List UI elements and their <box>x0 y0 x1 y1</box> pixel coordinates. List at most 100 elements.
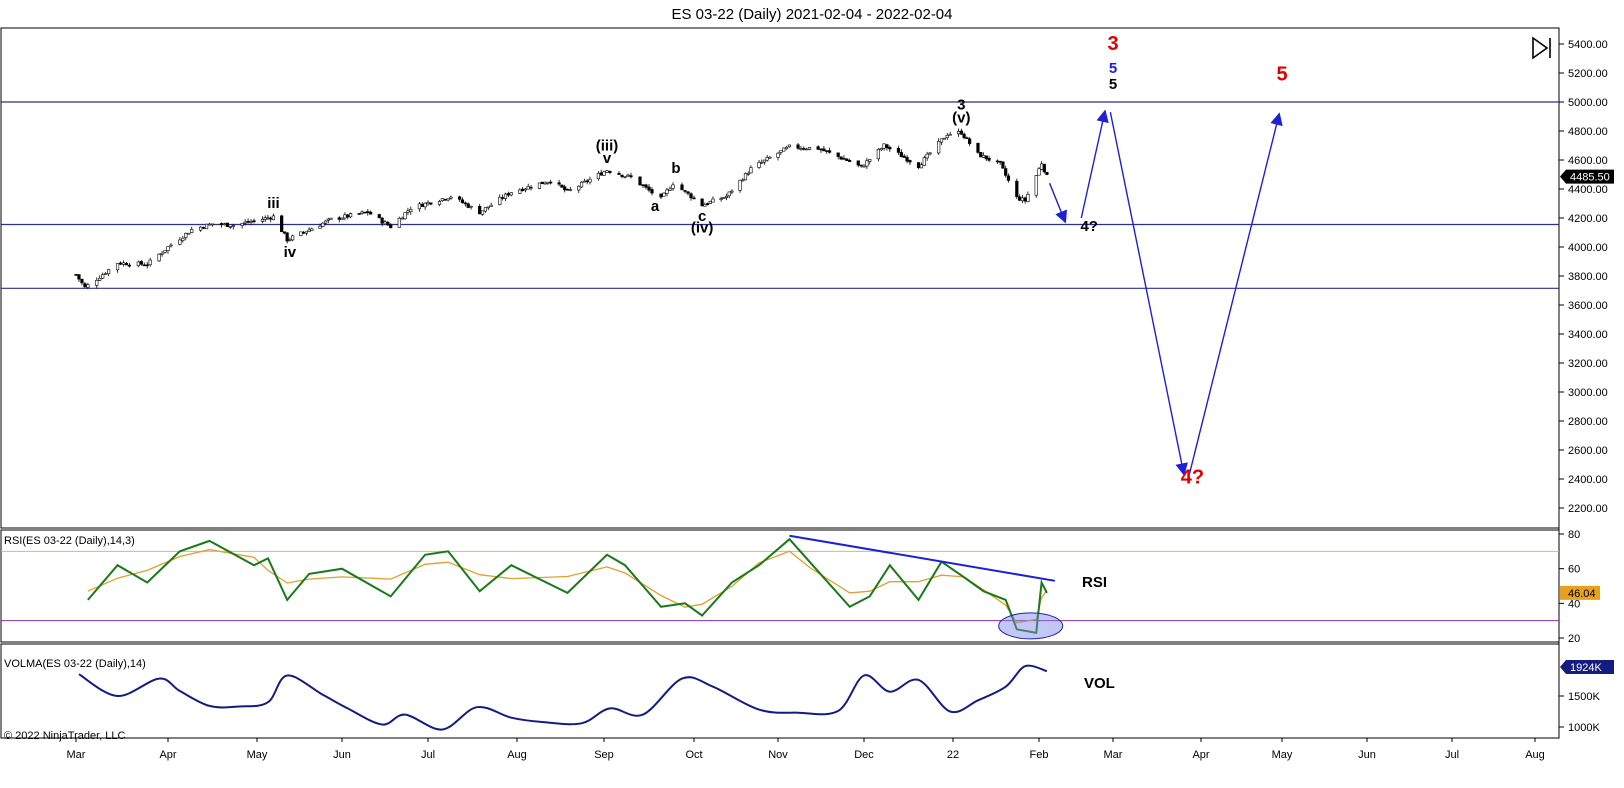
x-tick-label: Aug <box>507 749 527 761</box>
candle-body <box>160 252 164 255</box>
candle-body <box>83 283 87 288</box>
candle-body <box>501 197 505 199</box>
candle-body <box>225 222 229 227</box>
candle-body <box>383 221 387 224</box>
candle-body <box>340 217 344 220</box>
candle-body <box>782 147 786 152</box>
candle-body <box>366 211 370 214</box>
candle-body <box>928 152 932 155</box>
candle-body <box>400 217 404 220</box>
candle-body <box>263 217 267 220</box>
candle-body <box>202 227 206 229</box>
candle-body <box>641 184 645 187</box>
price-y-tick-label: 4600.00 <box>1568 155 1608 167</box>
last-price-marker <box>1560 169 1614 184</box>
candle-body <box>207 223 212 226</box>
candle-body <box>845 158 849 161</box>
candle-body <box>377 214 381 219</box>
candle-body <box>825 150 829 152</box>
rsi-trendline <box>789 534 1056 582</box>
wave-label: c <box>698 208 706 225</box>
candle-body <box>360 211 364 214</box>
price-y-tick-label: 3600.00 <box>1568 300 1608 312</box>
price-y-tick-label: 4400.00 <box>1568 184 1608 196</box>
candle-body <box>1040 163 1044 170</box>
candle-body <box>981 155 986 158</box>
candle-body <box>668 188 672 191</box>
price-y-tick-label: 5400.00 <box>1568 39 1608 51</box>
candle-body <box>848 160 852 162</box>
candle-body <box>417 203 422 210</box>
candle-body <box>549 181 553 184</box>
candle-body <box>480 210 485 215</box>
candle-body <box>483 207 488 212</box>
candle-body <box>968 138 972 144</box>
candle-body <box>827 150 832 153</box>
copyright-text: © 2022 NinjaTrader, LLC <box>4 730 125 742</box>
candle-body <box>423 202 427 208</box>
candle-body <box>905 157 909 162</box>
candle-body <box>711 198 715 203</box>
candle-body <box>282 231 287 234</box>
candle-body <box>842 158 846 160</box>
wave-label: 5 <box>1109 60 1117 77</box>
panel-collapse-icon[interactable] <box>1532 36 1551 60</box>
candle-body <box>228 226 232 228</box>
price-y-tick-label: 5200.00 <box>1568 68 1608 80</box>
candle-body <box>204 223 209 230</box>
wave-label: iv <box>284 244 297 261</box>
candle-body <box>557 182 561 185</box>
candle-body <box>460 199 465 204</box>
wave-label: b <box>671 160 680 177</box>
candle-body <box>446 198 450 201</box>
candle-body <box>252 220 256 222</box>
candle-body <box>369 211 373 215</box>
candle-body <box>762 159 767 163</box>
x-tick-label: 22 <box>947 749 959 761</box>
candle-body <box>326 218 330 221</box>
candle-body <box>807 147 812 150</box>
candle-body <box>757 162 761 168</box>
candle-body <box>819 148 823 151</box>
candle-body <box>302 231 306 234</box>
price-y-tick-label: 4200.00 <box>1568 213 1608 225</box>
candle-body <box>537 182 542 189</box>
candle-body <box>403 212 407 220</box>
price-y-tick-label: 5000.00 <box>1568 97 1608 109</box>
candle-body <box>741 179 745 182</box>
candle-body <box>148 259 152 266</box>
candle-body <box>457 196 462 200</box>
wave-label: (v) <box>952 109 970 126</box>
candle-body <box>389 224 393 229</box>
candle-body <box>178 239 182 245</box>
candle-body <box>121 262 126 265</box>
candle-body <box>1037 168 1041 176</box>
candle-body <box>692 197 696 200</box>
candle-body <box>437 201 442 205</box>
candle-body <box>329 217 333 220</box>
candle-body <box>1042 163 1046 173</box>
volume-plot <box>78 664 1048 731</box>
candle-body <box>285 232 289 242</box>
candle-body <box>142 264 146 267</box>
candle-body <box>429 202 433 205</box>
candle-body <box>686 191 690 194</box>
candle-body <box>321 222 325 227</box>
x-tick-label: Nov <box>768 749 788 761</box>
projection-arrow <box>1080 109 1109 219</box>
x-tick-label: Jul <box>1445 749 1459 761</box>
wave-label: a <box>651 198 660 215</box>
rsi-y-tick-label: 20 <box>1568 633 1580 645</box>
candle-body <box>939 138 944 143</box>
candle-body <box>919 164 924 169</box>
wave-label: (iii) <box>596 138 619 155</box>
candle-body <box>249 221 253 223</box>
candle-body <box>409 208 413 213</box>
candle-body <box>888 146 892 150</box>
candle-body <box>1015 180 1019 197</box>
candle-body <box>77 274 81 280</box>
candle-body <box>995 160 999 163</box>
candle-body <box>796 144 800 149</box>
